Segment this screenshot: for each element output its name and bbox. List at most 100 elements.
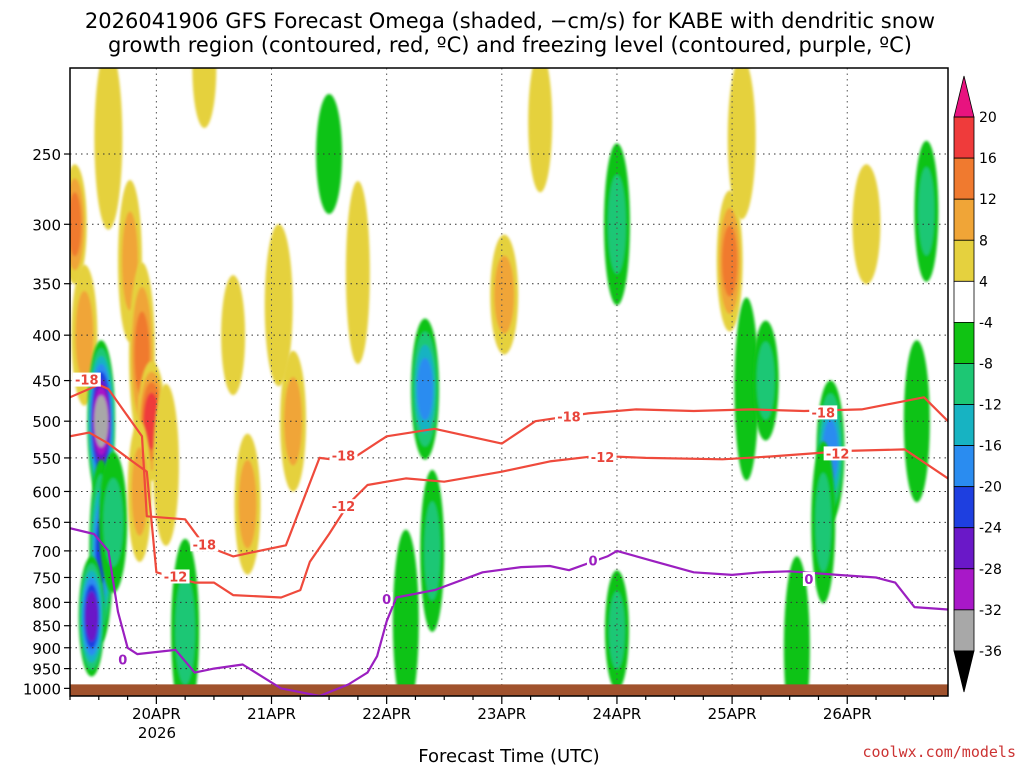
omega-cell: [94, 68, 123, 230]
y-tick-label: 400: [32, 327, 61, 345]
colorbar-tick-label: 12: [979, 192, 997, 208]
colorbar-tick-label: -28: [979, 562, 1002, 578]
contour-label: -12: [164, 570, 188, 585]
colorbar-swatch: [953, 363, 975, 405]
y-tick-label: 450: [32, 373, 61, 391]
y-tick-label: 1000: [23, 680, 61, 698]
colorbar-swatch: [953, 116, 975, 159]
omega-cell: [264, 224, 293, 387]
chart-title-line-1: 2026041906 GFS Forecast Omega (shaded, −…: [85, 9, 935, 33]
omega-cell: [914, 140, 939, 282]
colorbar-swatch: [953, 527, 975, 570]
omega-cell: [528, 68, 553, 193]
y-tick-label: 500: [32, 413, 61, 431]
colorbar-tick-label: -8: [979, 356, 993, 372]
omega-cell: [490, 234, 519, 355]
contour-label-bg: [161, 569, 190, 584]
colorbar-tick-label: -4: [979, 315, 993, 331]
plot-frame: [69, 67, 949, 697]
omega-cell: [234, 433, 261, 575]
contour-label-bg: [380, 591, 393, 606]
colorbar-swatch: [953, 404, 975, 446]
plot-area: -18 -18 -18 -18 -18 -12 -12 -12 -12 0 0 0 0: [70, 68, 948, 696]
omega-contour-fill: [722, 225, 738, 297]
omega-cell: [903, 340, 930, 503]
omega-contour-fill: [85, 591, 98, 642]
omega-cell: [811, 441, 836, 604]
plot-background: [70, 68, 948, 696]
y-tick-label: 250: [32, 146, 61, 164]
omega-contour-fill: [852, 164, 881, 285]
y-axis: 250 300 350 400 450 500 550 600 650 700 750 800 850 9…: [23, 146, 70, 698]
y-tick-label: 800: [32, 594, 61, 612]
y-tick-label: 700: [32, 543, 61, 561]
x-tick-label: 23APR: [477, 705, 526, 723]
omega-contour-fill: [175, 575, 196, 685]
omega-cell: [852, 164, 881, 285]
contour-line: [70, 527, 948, 696]
contour-label: 0: [118, 653, 127, 668]
y-tick-label: 650: [32, 514, 61, 532]
contour-label-bg: [190, 537, 219, 552]
contour-label: -18: [812, 406, 836, 421]
omega-contour-fill: [417, 357, 434, 421]
omega-contour-fill: [494, 255, 515, 334]
omega-cell: [99, 451, 128, 593]
x-axis-label: Forecast Time (UTC): [418, 746, 599, 767]
y-tick-label: 750: [32, 569, 61, 587]
colorbar-tick-label: -36: [979, 644, 1002, 660]
colorbar-tick-label: 16: [979, 151, 997, 167]
omega-cell: [392, 529, 419, 696]
contour-label: -18: [75, 374, 99, 389]
omega-cell: [727, 68, 756, 220]
colorbar: 20 16 12 8 4 -4 -8 -12 -16 -20 -24 -28 -32 -36: [953, 75, 1002, 693]
omega-cell: [70, 164, 87, 285]
colorbar-swatch: [953, 486, 975, 529]
omega-contour-fill: [756, 341, 775, 420]
omega-contour-fill: [815, 472, 832, 572]
x-tick-label: 22APR: [362, 705, 411, 723]
ground-shading: [70, 684, 948, 696]
chart-title-line-2: growth region (contoured, red, ºC) and f…: [108, 33, 912, 57]
contour-label: -18: [557, 410, 581, 425]
contour-label: -18: [193, 538, 217, 553]
omega-contour-fill: [103, 478, 124, 567]
omega-cell: [221, 275, 246, 396]
credit-text: coolwx.com/models: [862, 743, 1016, 761]
contour-label: -12: [826, 447, 850, 462]
x-tick-label: 21APR: [247, 705, 296, 723]
below-ground-fill: [70, 684, 948, 696]
omega-contour-fill: [238, 459, 257, 549]
omega-contour-fill: [918, 166, 935, 256]
x-tick-label: 26APR: [823, 705, 872, 723]
y-tick-label: 600: [32, 483, 61, 501]
colorbar-swatch: [953, 568, 975, 611]
omega-contour-fill: [192, 68, 217, 128]
colorbar-swatch: [953, 198, 975, 241]
omega-cell: [192, 68, 217, 128]
contour-label-bg: [116, 652, 129, 667]
colorbar-swatch: [953, 280, 975, 323]
colorbar-swatch: [953, 609, 975, 652]
contour-label-bg: [554, 409, 583, 424]
omega-contour-fill: [345, 181, 370, 365]
contour-label: 0: [804, 573, 813, 588]
x-tick-label: 25APR: [708, 705, 757, 723]
contour-label-bg: [823, 446, 852, 461]
colorbar-tick-label: -32: [979, 603, 1002, 619]
contour-labels: -18 -18 -18 -18 -18 -12 -12 -12 -12 0 0 0 0: [72, 372, 852, 668]
y-tick-label: 550: [32, 450, 61, 468]
y-tick-label: 850: [32, 618, 61, 636]
omega-cell: [603, 143, 630, 306]
omega-cell: [78, 556, 105, 677]
contour-label: -18: [332, 450, 356, 465]
contour-label-bg: [586, 553, 599, 568]
omega-contour-fill: [221, 275, 246, 396]
omega-contour-fill: [94, 395, 109, 448]
omega-cell: [734, 297, 759, 481]
x-tick-label: 20APR: [132, 705, 181, 723]
colorbar-swatch: [953, 650, 975, 693]
contour-label: 0: [588, 555, 597, 570]
contour-label-bg: [329, 499, 358, 514]
